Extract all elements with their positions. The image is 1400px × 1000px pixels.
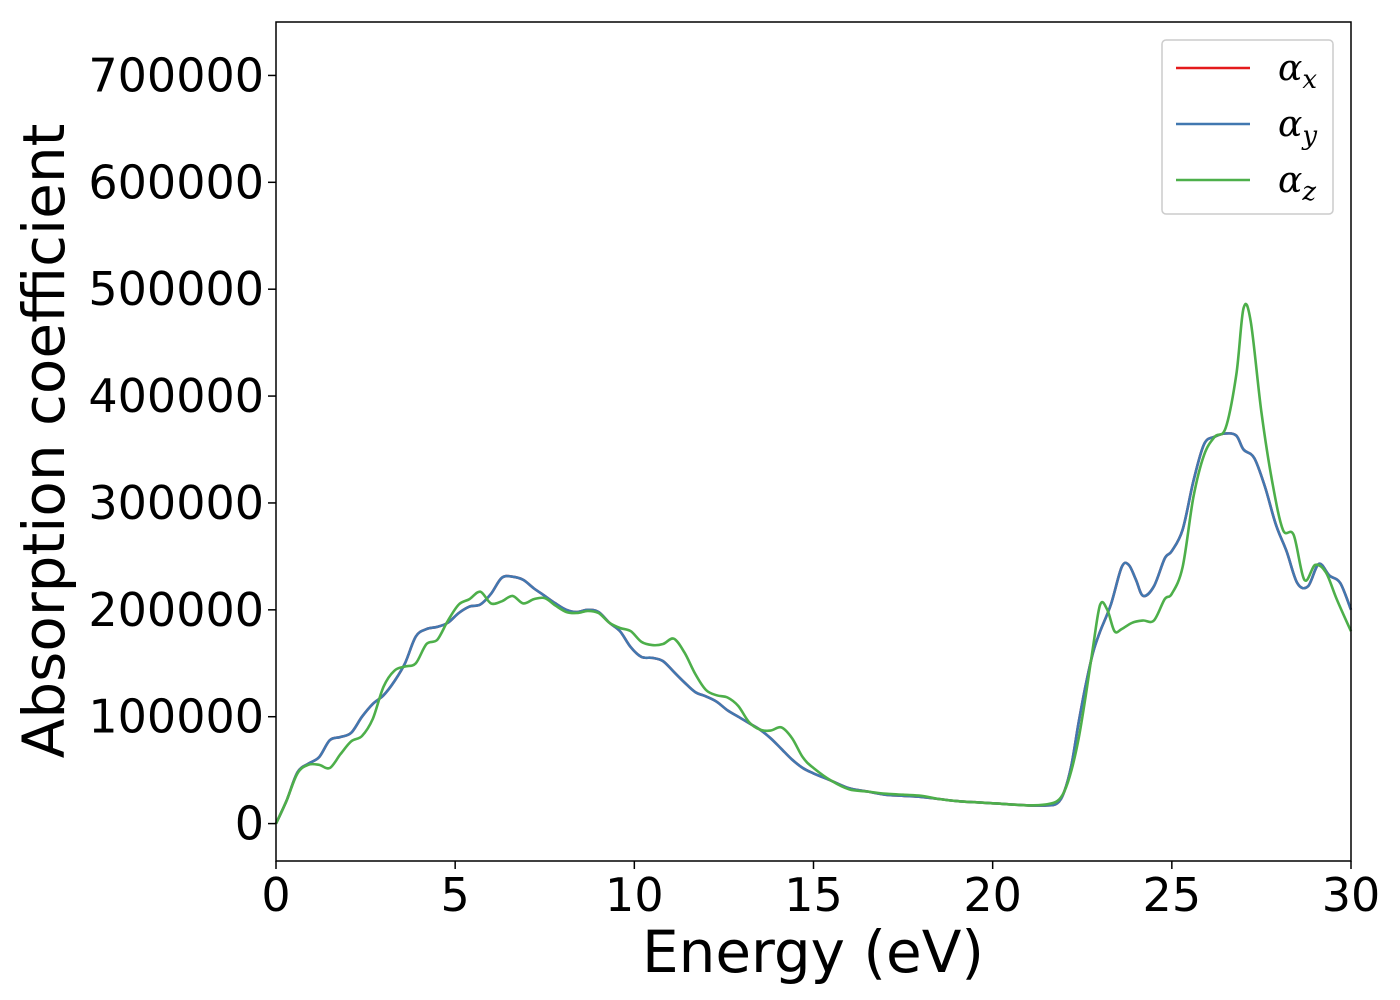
x-tick-label: 5 xyxy=(441,868,470,922)
x-axis-label: Energy (eV) xyxy=(642,918,984,986)
legend-box xyxy=(1161,39,1334,215)
y-tick-label: 200000 xyxy=(88,583,264,637)
legend-label-alpha-y: αy xyxy=(1278,104,1317,151)
y-tick-label: 500000 xyxy=(88,262,264,316)
y-tick-label: 0 xyxy=(235,797,264,851)
y-tick-label: 400000 xyxy=(88,369,264,423)
x-axis: 0 5 10 15 20 25 30 xyxy=(261,861,1380,922)
x-tick-label: 10 xyxy=(605,868,664,922)
x-tick-label: 0 xyxy=(261,868,290,922)
legend-label-alpha-x: αx xyxy=(1278,48,1317,95)
x-tick-label: 20 xyxy=(963,868,1022,922)
x-tick-label: 25 xyxy=(1143,868,1202,922)
legend-label-alpha-z: αz xyxy=(1278,160,1316,207)
legend: αx αy αz xyxy=(1161,39,1334,215)
y-tick-label: 700000 xyxy=(88,48,264,102)
y-tick-label: 600000 xyxy=(88,155,264,209)
y-axis-label: Absorption coefficient xyxy=(10,124,78,759)
y-axis: 0 100000 200000 300000 400000 500000 600000 700… xyxy=(88,48,276,851)
x-tick-label: 15 xyxy=(784,868,843,922)
y-tick-label: 300000 xyxy=(88,476,264,530)
series-lines xyxy=(274,302,1353,825)
y-tick-label: 100000 xyxy=(88,690,264,744)
series-line-alpha-z xyxy=(274,302,1353,825)
x-tick-label: 30 xyxy=(1322,868,1381,922)
